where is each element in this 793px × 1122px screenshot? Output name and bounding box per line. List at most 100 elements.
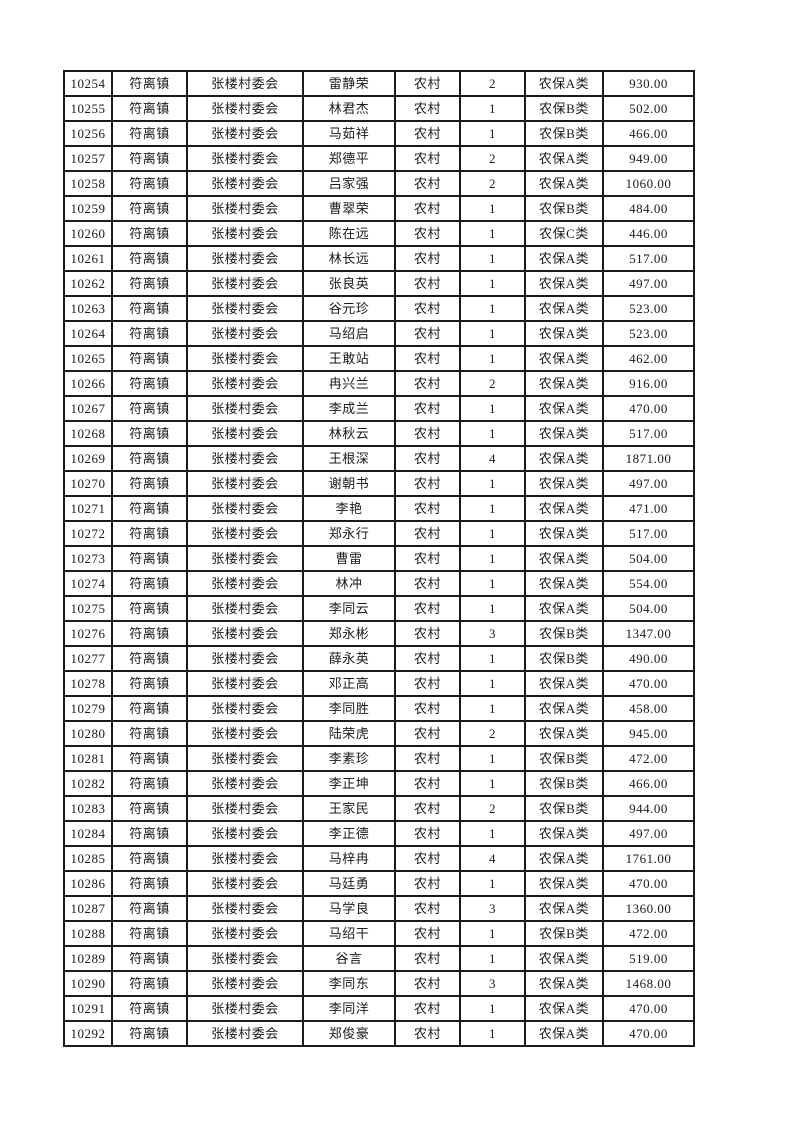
cell-amount: 470.00 (603, 396, 694, 421)
table-row: 10287 符离镇 张楼村委会 马学良 农村 3 农保A类 1360.00 (64, 896, 694, 921)
cell-residence-type: 农村 (395, 796, 460, 821)
cell-person-name: 马绍启 (303, 321, 395, 346)
cell-person-count: 1 (460, 121, 525, 146)
cell-insurance-category: 农保A类 (525, 571, 603, 596)
cell-town: 符离镇 (112, 96, 187, 121)
cell-person-name: 曹翠荣 (303, 196, 395, 221)
cell-record-id: 10271 (64, 496, 112, 521)
cell-record-id: 10262 (64, 271, 112, 296)
cell-town: 符离镇 (112, 171, 187, 196)
table-row: 10265 符离镇 张楼村委会 王敢站 农村 1 农保A类 462.00 (64, 346, 694, 371)
cell-residence-type: 农村 (395, 121, 460, 146)
cell-amount: 470.00 (603, 1021, 694, 1046)
cell-person-name: 郑德平 (303, 146, 395, 171)
cell-residence-type: 农村 (395, 921, 460, 946)
cell-record-id: 10255 (64, 96, 112, 121)
cell-village-committee: 张楼村委会 (187, 921, 303, 946)
cell-amount: 517.00 (603, 521, 694, 546)
cell-person-name: 李成兰 (303, 396, 395, 421)
cell-town: 符离镇 (112, 696, 187, 721)
cell-person-count: 1 (460, 571, 525, 596)
cell-village-committee: 张楼村委会 (187, 396, 303, 421)
cell-town: 符离镇 (112, 346, 187, 371)
cell-residence-type: 农村 (395, 946, 460, 971)
cell-residence-type: 农村 (395, 421, 460, 446)
cell-person-count: 1 (460, 321, 525, 346)
cell-town: 符离镇 (112, 121, 187, 146)
cell-person-name: 李艳 (303, 496, 395, 521)
cell-person-name: 马梓冉 (303, 846, 395, 871)
cell-person-count: 1 (460, 596, 525, 621)
cell-village-committee: 张楼村委会 (187, 996, 303, 1021)
cell-insurance-category: 农保B类 (525, 921, 603, 946)
table-row: 10273 符离镇 张楼村委会 曹雷 农村 1 农保A类 504.00 (64, 546, 694, 571)
cell-residence-type: 农村 (395, 396, 460, 421)
cell-residence-type: 农村 (395, 571, 460, 596)
cell-amount: 523.00 (603, 321, 694, 346)
cell-residence-type: 农村 (395, 221, 460, 246)
cell-insurance-category: 农保B类 (525, 96, 603, 121)
cell-record-id: 10292 (64, 1021, 112, 1046)
pension-record-table: 10254 符离镇 张楼村委会 雷静荣 农村 2 农保A类 930.00 10255 符离镇 张楼村… (63, 70, 695, 1047)
cell-person-count: 1 (460, 421, 525, 446)
cell-amount: 446.00 (603, 221, 694, 246)
cell-insurance-category: 农保A类 (525, 596, 603, 621)
cell-amount: 466.00 (603, 771, 694, 796)
cell-record-id: 10274 (64, 571, 112, 596)
table-row: 10278 符离镇 张楼村委会 邓正高 农村 1 农保A类 470.00 (64, 671, 694, 696)
cell-town: 符离镇 (112, 646, 187, 671)
cell-person-name: 陆荣虎 (303, 721, 395, 746)
cell-town: 符离镇 (112, 946, 187, 971)
cell-person-name: 马廷勇 (303, 871, 395, 896)
cell-person-name: 林冲 (303, 571, 395, 596)
cell-person-count: 1 (460, 246, 525, 271)
cell-record-id: 10260 (64, 221, 112, 246)
cell-person-name: 冉兴兰 (303, 371, 395, 396)
table-row: 10268 符离镇 张楼村委会 林秋云 农村 1 农保A类 517.00 (64, 421, 694, 446)
cell-town: 符离镇 (112, 421, 187, 446)
cell-record-id: 10258 (64, 171, 112, 196)
cell-residence-type: 农村 (395, 896, 460, 921)
cell-residence-type: 农村 (395, 621, 460, 646)
table-row: 10267 符离镇 张楼村委会 李成兰 农村 1 农保A类 470.00 (64, 396, 694, 421)
cell-record-id: 10272 (64, 521, 112, 546)
cell-record-id: 10273 (64, 546, 112, 571)
cell-residence-type: 农村 (395, 496, 460, 521)
cell-amount: 484.00 (603, 196, 694, 221)
cell-village-committee: 张楼村委会 (187, 171, 303, 196)
cell-person-name: 谷言 (303, 946, 395, 971)
cell-town: 符离镇 (112, 671, 187, 696)
table-row: 10270 符离镇 张楼村委会 谢朝书 农村 1 农保A类 497.00 (64, 471, 694, 496)
cell-person-name: 王敢站 (303, 346, 395, 371)
cell-person-count: 2 (460, 721, 525, 746)
cell-insurance-category: 农保B类 (525, 771, 603, 796)
cell-person-name: 李同洋 (303, 996, 395, 1021)
cell-record-id: 10275 (64, 596, 112, 621)
cell-amount: 517.00 (603, 246, 694, 271)
cell-village-committee: 张楼村委会 (187, 621, 303, 646)
cell-insurance-category: 农保B类 (525, 121, 603, 146)
cell-residence-type: 农村 (395, 846, 460, 871)
cell-record-id: 10267 (64, 396, 112, 421)
cell-town: 符离镇 (112, 546, 187, 571)
cell-village-committee: 张楼村委会 (187, 321, 303, 346)
cell-town: 符离镇 (112, 846, 187, 871)
cell-village-committee: 张楼村委会 (187, 221, 303, 246)
cell-person-count: 1 (460, 546, 525, 571)
cell-village-committee: 张楼村委会 (187, 496, 303, 521)
cell-residence-type: 农村 (395, 371, 460, 396)
cell-residence-type: 农村 (395, 821, 460, 846)
cell-residence-type: 农村 (395, 746, 460, 771)
cell-record-id: 10290 (64, 971, 112, 996)
table-row: 10277 符离镇 张楼村委会 薛永英 农村 1 农保B类 490.00 (64, 646, 694, 671)
cell-record-id: 10254 (64, 71, 112, 96)
cell-village-committee: 张楼村委会 (187, 471, 303, 496)
table-body: 10254 符离镇 张楼村委会 雷静荣 农村 2 农保A类 930.00 10255 符离镇 张楼村… (64, 71, 694, 1046)
cell-person-name: 李同东 (303, 971, 395, 996)
table-row: 10285 符离镇 张楼村委会 马梓冉 农村 4 农保A类 1761.00 (64, 846, 694, 871)
cell-town: 符离镇 (112, 196, 187, 221)
cell-village-committee: 张楼村委会 (187, 571, 303, 596)
cell-town: 符离镇 (112, 896, 187, 921)
cell-village-committee: 张楼村委会 (187, 796, 303, 821)
table-row: 10255 符离镇 张楼村委会 林君杰 农村 1 农保B类 502.00 (64, 96, 694, 121)
